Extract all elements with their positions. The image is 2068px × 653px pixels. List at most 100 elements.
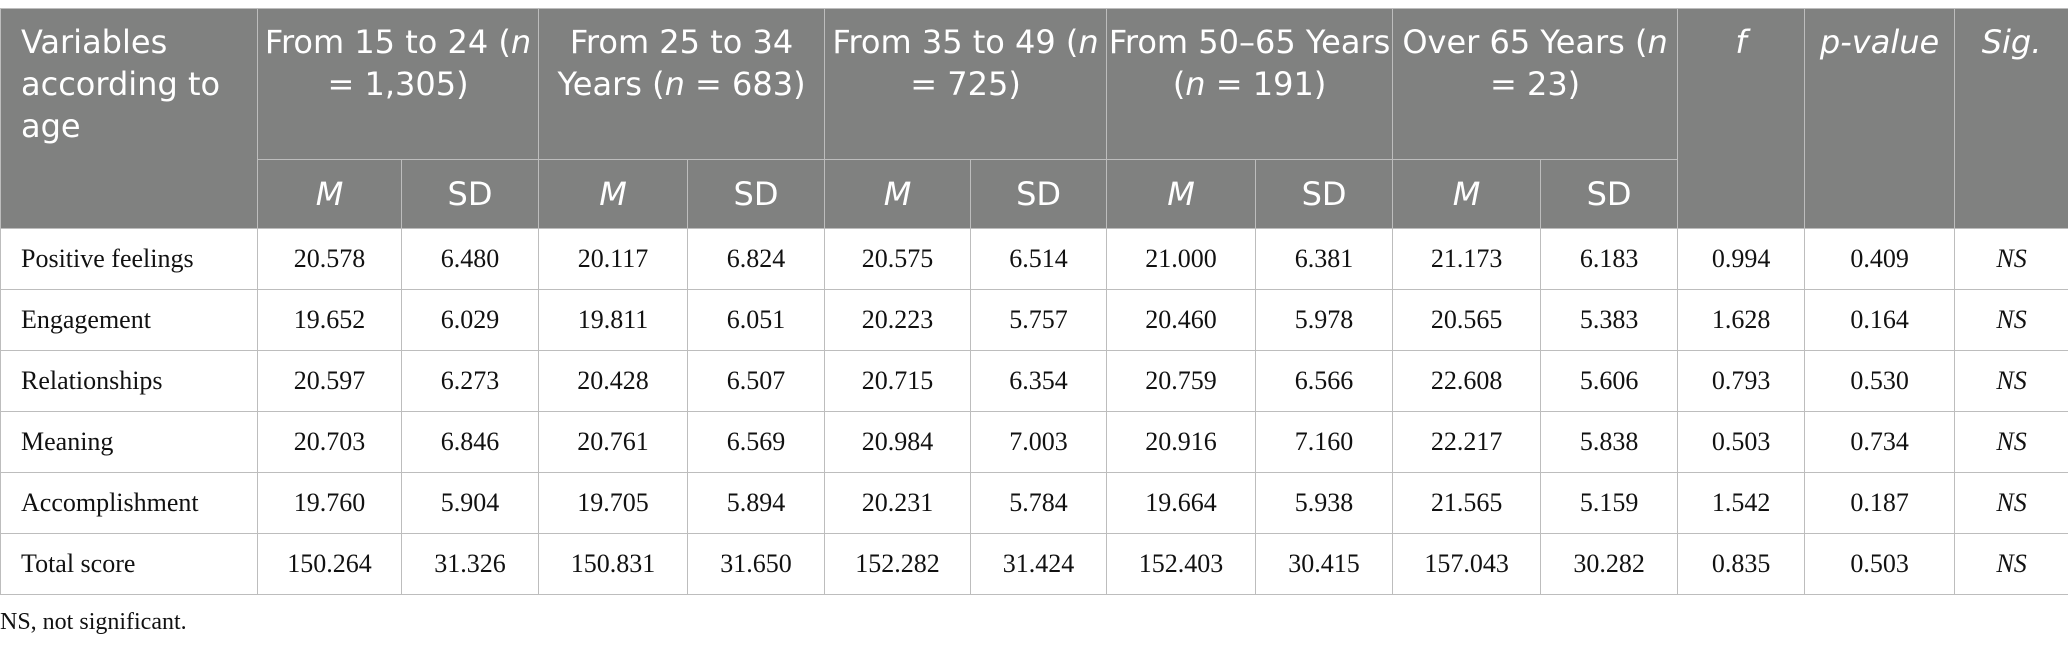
table-cell: 19.652	[257, 289, 402, 351]
table-row: Accomplishment 19.760 5.904 19.705 5.894 20.2…	[0, 472, 2068, 534]
age-comparison-table: Variables according to age From 15 to 24…	[0, 8, 2068, 595]
table-cell: 6.480	[400, 228, 540, 290]
table-row: Total score 150.264 31.326 150.831 31.650 152…	[0, 533, 2068, 595]
sig-cell: NS	[1954, 472, 2068, 534]
row-label: Engagement	[0, 289, 258, 351]
table-cell: 31.326	[400, 533, 540, 595]
table-cell: 6.354	[970, 350, 1108, 412]
table-row: Engagement 19.652 6.029 19.811 6.051 20.223 5.…	[0, 289, 2068, 351]
table-cell: 5.938	[1255, 472, 1394, 534]
table-cell: 5.838	[1540, 411, 1679, 473]
row-label: Positive feelings	[0, 228, 258, 290]
table-cell: 6.566	[1255, 350, 1394, 412]
table-cell: 20.117	[538, 228, 689, 290]
table-cell: 20.565	[1392, 289, 1542, 351]
table-cell: 1.628	[1677, 289, 1806, 351]
table-cell: 20.984	[824, 411, 972, 473]
table-cell: 20.578	[257, 228, 402, 290]
table-cell: 6.051	[687, 289, 826, 351]
table-cell: 7.160	[1255, 411, 1394, 473]
header-group-25-34: From 25 to 34 Years (n = 683)	[538, 8, 826, 160]
header-sd: SD	[400, 159, 540, 229]
table-cell: 7.003	[970, 411, 1108, 473]
table-cell: 6.183	[1540, 228, 1679, 290]
table-cell: 22.217	[1392, 411, 1542, 473]
table-cell: 0.793	[1677, 350, 1806, 412]
table-cell: 1.542	[1677, 472, 1806, 534]
header-m: M	[1392, 159, 1542, 229]
table-cell: 20.761	[538, 411, 689, 473]
table-cell: 150.831	[538, 533, 689, 595]
table-cell: 20.223	[824, 289, 972, 351]
sig-cell: NS	[1954, 411, 2068, 473]
table-cell: 21.173	[1392, 228, 1542, 290]
table-row: Positive feelings 20.578 6.480 20.117 6.824 2…	[0, 228, 2068, 290]
row-label: Accomplishment	[0, 472, 258, 534]
header-sd: SD	[687, 159, 826, 229]
table-cell: 0.994	[1677, 228, 1806, 290]
table-cell: 6.273	[400, 350, 540, 412]
table-cell: 0.734	[1804, 411, 1956, 473]
table-cell: 6.029	[400, 289, 540, 351]
table-cell: 6.846	[400, 411, 540, 473]
sig-cell: NS	[1954, 228, 2068, 290]
table-cell: 20.231	[824, 472, 972, 534]
table-cell: 20.428	[538, 350, 689, 412]
table-cell: 5.383	[1540, 289, 1679, 351]
table-cell: 0.503	[1677, 411, 1806, 473]
table-cell: 21.000	[1106, 228, 1257, 290]
table-cell: 0.164	[1804, 289, 1956, 351]
header-m: M	[257, 159, 402, 229]
table-cell: 0.187	[1804, 472, 1956, 534]
table-row: Relationships 20.597 6.273 20.428 6.507 20.71…	[0, 350, 2068, 412]
header-m: M	[1106, 159, 1257, 229]
table-cell: 5.784	[970, 472, 1108, 534]
header-m: M	[824, 159, 972, 229]
table-cell: 19.664	[1106, 472, 1257, 534]
header-sd: SD	[970, 159, 1108, 229]
table-cell: 5.978	[1255, 289, 1394, 351]
table-cell: 150.264	[257, 533, 402, 595]
table-row: Meaning 20.703 6.846 20.761 6.569 20.984 7.003…	[0, 411, 2068, 473]
table-cell: 20.703	[257, 411, 402, 473]
header-variables: Variables according to age	[0, 8, 258, 229]
table-cell: 6.824	[687, 228, 826, 290]
table-cell: 22.608	[1392, 350, 1542, 412]
table-cell: 30.282	[1540, 533, 1679, 595]
table-cell: 20.715	[824, 350, 972, 412]
table-cell: 0.409	[1804, 228, 1956, 290]
table-cell: 6.514	[970, 228, 1108, 290]
table-cell: 5.606	[1540, 350, 1679, 412]
sig-cell: NS	[1954, 533, 2068, 595]
table-cell: 31.424	[970, 533, 1108, 595]
table-cell: 19.760	[257, 472, 402, 534]
table-cell: 6.569	[687, 411, 826, 473]
header-row-groups: Variables according to age From 15 to 24…	[0, 8, 2068, 229]
row-label: Meaning	[0, 411, 258, 473]
table-footnote: NS, not significant.	[0, 609, 187, 635]
table-cell: 152.403	[1106, 533, 1257, 595]
header-group-15-24: From 15 to 24 (n = 1,305)	[256, 8, 540, 160]
table-cell: 30.415	[1255, 533, 1394, 595]
header-group-50-65: From 50–65 Years (n = 191)	[1106, 8, 1394, 160]
table-cell: 19.811	[538, 289, 689, 351]
table-cell: 6.381	[1255, 228, 1394, 290]
sig-cell: NS	[1954, 350, 2068, 412]
header-sd: SD	[1255, 159, 1394, 229]
header-group-35-49: From 35 to 49 (n = 725)	[824, 8, 1108, 160]
table-cell: 20.916	[1106, 411, 1257, 473]
row-label: Total score	[0, 533, 258, 595]
table-cell: 5.159	[1540, 472, 1679, 534]
header-sd: SD	[1540, 159, 1679, 229]
header-row-stats: M SD M SD M SD M SD M SD	[1, 159, 2068, 229]
table-cell: 20.597	[257, 350, 402, 412]
table-cell: 5.894	[687, 472, 826, 534]
header-f: f	[1677, 8, 1806, 229]
table-cell: 152.282	[824, 533, 972, 595]
table-cell: 5.757	[970, 289, 1108, 351]
table-cell: 157.043	[1392, 533, 1542, 595]
table-cell: 0.835	[1677, 533, 1806, 595]
header-p-value: p-value	[1804, 8, 1956, 229]
table-cell: 0.530	[1804, 350, 1956, 412]
table-cell: 19.705	[538, 472, 689, 534]
